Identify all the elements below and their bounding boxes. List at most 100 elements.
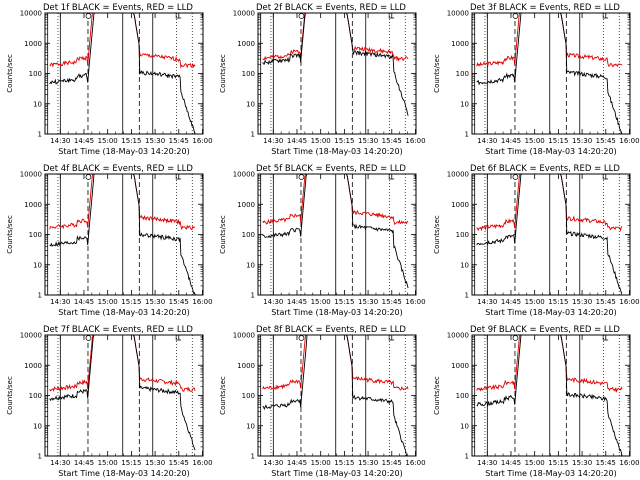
x-tick-label: 14:30 <box>263 298 283 306</box>
circle-marker <box>85 174 92 180</box>
plot-title: Det 6f BLACK = Events, RED = LLD <box>470 164 620 174</box>
y-tick-label: 10000 <box>447 171 469 179</box>
y-tick-label: 100 <box>29 70 42 78</box>
x-tick-label: 15:15 <box>548 459 568 467</box>
y-tick-label: 10000 <box>20 171 42 179</box>
y-tick-label: 1 <box>465 131 469 139</box>
x-tick-label: 14:30 <box>50 459 70 467</box>
detector-plot-6: Det 6f BLACK = Events, RED = LLD Start Ti… <box>433 164 640 317</box>
y-tick-label: 10000 <box>233 332 255 340</box>
y-tick-label: 1000 <box>237 201 255 209</box>
x-tick-label: 16:00 <box>405 137 425 145</box>
x-tick-label: 15:00 <box>525 298 545 306</box>
y-tick-label: 100 <box>242 231 255 239</box>
x-tick-label: 14:45 <box>287 137 307 145</box>
x-tick-label: 14:45 <box>287 459 307 467</box>
bracket-marker <box>602 13 609 19</box>
x-tick-label: 15:45 <box>596 459 616 467</box>
y-tick-label: 100 <box>456 392 469 400</box>
y-tick-label: 1000 <box>451 40 469 48</box>
x-tick-label: 15:30 <box>572 459 592 467</box>
y-tick-label: 1 <box>38 453 42 461</box>
x-tick-label: 15:30 <box>145 298 165 306</box>
circle-marker <box>298 174 305 180</box>
y-tick-label: 10000 <box>447 332 469 340</box>
bracket-marker <box>175 174 182 180</box>
x-tick-label: 14:30 <box>477 298 497 306</box>
x-tick-label: 15:30 <box>358 298 378 306</box>
y-tick-label: 10000 <box>20 10 42 18</box>
detector-plot-5: Det 5f BLACK = Events, RED = LLD Start Ti… <box>219 164 426 317</box>
x-tick-label: 15:15 <box>334 137 354 145</box>
x-axis-label: Start Time (18-May-03 14:20:20) <box>58 147 189 156</box>
x-tick-label: 15:00 <box>311 298 331 306</box>
x-tick-label: 16:00 <box>192 298 212 306</box>
x-tick-label: 15:30 <box>145 137 165 145</box>
x-tick-label: 14:45 <box>74 298 94 306</box>
x-tick-label: 15:30 <box>572 137 592 145</box>
x-tick-label: 15:45 <box>169 459 189 467</box>
y-tick-label: 1 <box>251 131 255 139</box>
bracket-marker <box>388 13 395 19</box>
y-tick-label: 1 <box>465 453 469 461</box>
x-tick-label: 16:00 <box>192 459 212 467</box>
x-tick-label: 14:30 <box>50 298 70 306</box>
plot-frame <box>471 173 631 296</box>
circle-marker <box>512 335 519 341</box>
detector-plot-3: Det 3f BLACK = Events, RED = LLD Start Ti… <box>433 3 640 156</box>
x-tick-label: 16:00 <box>619 459 639 467</box>
detector-plot-1: Det 1f BLACK = Events, RED = LLD Start Ti… <box>6 3 213 156</box>
x-tick-label: 16:00 <box>405 459 425 467</box>
y-tick-label: 10 <box>460 422 469 430</box>
y-axis-label: Counts/sec <box>433 54 441 93</box>
x-axis-label: Start Time (18-May-03 14:20:20) <box>485 308 616 317</box>
x-tick-label: 16:00 <box>619 137 639 145</box>
x-tick-label: 14:30 <box>263 459 283 467</box>
x-tick-label: 15:00 <box>98 137 118 145</box>
y-tick-label: 100 <box>29 392 42 400</box>
y-tick-label: 10 <box>246 100 255 108</box>
x-tick-label: 15:45 <box>169 137 189 145</box>
x-tick-label: 15:45 <box>169 298 189 306</box>
x-axis-label: Start Time (18-May-03 14:20:20) <box>58 308 189 317</box>
y-tick-label: 1000 <box>237 362 255 370</box>
plot-title: Det 3f BLACK = Events, RED = LLD <box>470 3 620 13</box>
detector-plot-4: Det 4f BLACK = Events, RED = LLD Start Ti… <box>6 164 213 317</box>
bracket-marker <box>602 174 609 180</box>
bracket-marker <box>175 13 182 19</box>
plot-frame <box>471 12 631 135</box>
plot-title: Det 4f BLACK = Events, RED = LLD <box>43 164 193 174</box>
y-tick-label: 10 <box>246 261 255 269</box>
circle-marker <box>298 13 305 19</box>
plot-title: Det 9f BLACK = Events, RED = LLD <box>470 325 620 335</box>
plot-frame <box>257 173 417 296</box>
plot-frame <box>44 173 204 296</box>
y-tick-label: 10000 <box>233 171 255 179</box>
x-tick-label: 14:30 <box>477 459 497 467</box>
x-tick-label: 14:45 <box>501 137 521 145</box>
y-tick-label: 1000 <box>24 201 42 209</box>
x-axis-label: Start Time (18-May-03 14:20:20) <box>271 308 402 317</box>
x-tick-label: 14:30 <box>50 137 70 145</box>
circle-marker <box>85 335 92 341</box>
x-tick-label: 15:15 <box>334 459 354 467</box>
x-tick-label: 15:30 <box>145 459 165 467</box>
y-axis-label: Counts/sec <box>219 54 227 93</box>
plot-frame <box>44 334 204 457</box>
bracket-marker <box>388 335 395 341</box>
x-axis-label: Start Time (18-May-03 14:20:20) <box>58 469 189 478</box>
x-axis-label: Start Time (18-May-03 14:20:20) <box>271 469 402 478</box>
y-tick-label: 100 <box>242 392 255 400</box>
x-tick-label: 15:00 <box>525 137 545 145</box>
x-tick-label: 15:30 <box>358 459 378 467</box>
x-tick-label: 15:15 <box>121 137 141 145</box>
x-tick-label: 15:45 <box>596 137 616 145</box>
y-tick-label: 1 <box>38 292 42 300</box>
y-tick-label: 10 <box>246 422 255 430</box>
x-tick-label: 15:15 <box>121 459 141 467</box>
y-tick-label: 100 <box>456 231 469 239</box>
x-axis-label: Start Time (18-May-03 14:20:20) <box>485 469 616 478</box>
x-tick-label: 15:00 <box>98 459 118 467</box>
x-tick-label: 15:45 <box>382 298 402 306</box>
x-tick-label: 14:45 <box>287 298 307 306</box>
